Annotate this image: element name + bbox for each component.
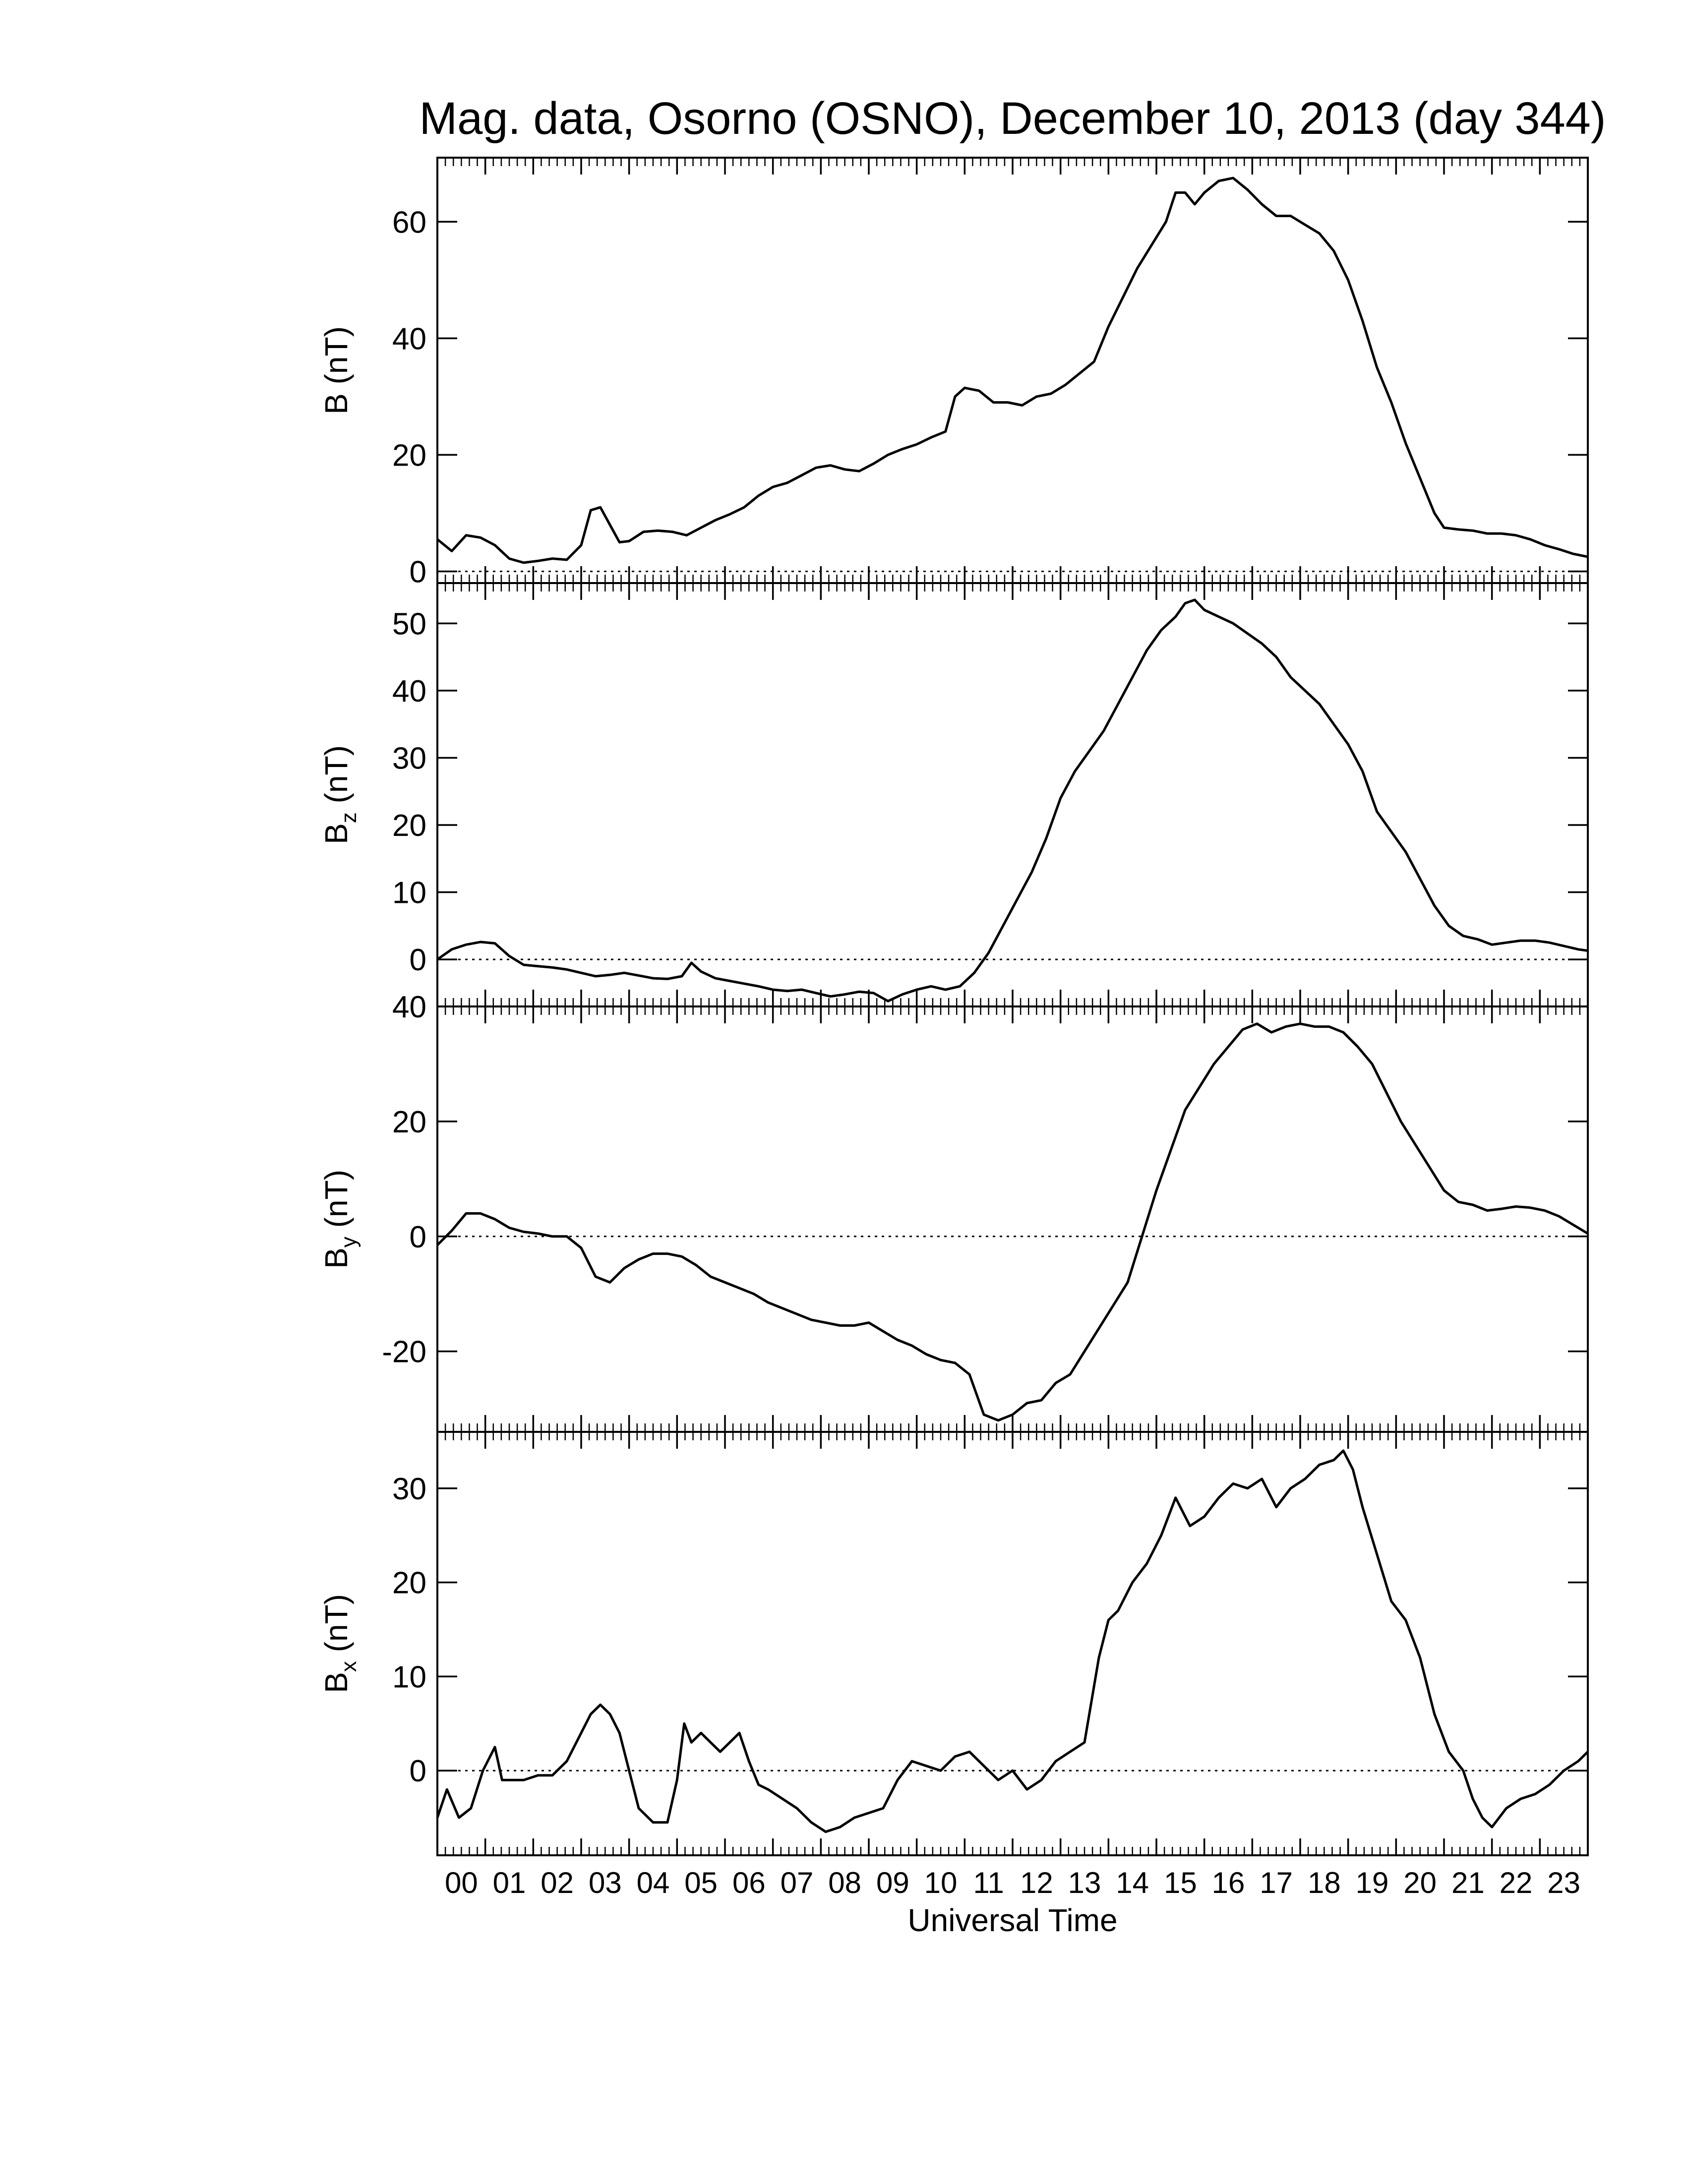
series-line-Bz (436, 598, 1588, 1003)
y-tick-label: 60 (392, 205, 426, 239)
x-axis-label: Universal Time (907, 1902, 1117, 1938)
x-tick-label: 00 (445, 1866, 478, 1899)
panel-frame (436, 1005, 1589, 1433)
x-tick-label: 21 (1451, 1866, 1485, 1899)
chart-title: Mag. data, Osorno (OSNO), December 10, 2… (419, 93, 1606, 144)
x-tick-label: 08 (828, 1866, 861, 1899)
x-tick-label: 01 (493, 1866, 526, 1899)
y-tick-label: 20 (392, 438, 426, 472)
y-tick-label: 0 (410, 555, 426, 589)
panels-layer: 0 20 40 60 B (nT) 0 10 20 30 40 50 Bz (nT) -20 0 20 40 B… (318, 157, 1589, 1856)
x-tick-label: 04 (637, 1866, 670, 1899)
x-tick-label: 13 (1068, 1866, 1101, 1899)
x-tick-label: 16 (1212, 1866, 1245, 1899)
panel-B: 0 20 40 60 B (nT) (318, 157, 1589, 589)
y-axis-label: B (nT) (318, 326, 354, 414)
x-tick-label: 09 (876, 1866, 909, 1899)
series-line-By (436, 1022, 1589, 1422)
x-tick-label: 11 (973, 1866, 1004, 1899)
y-tick-label: 0 (410, 943, 426, 977)
x-tick-label: 12 (1020, 1866, 1053, 1899)
y-tick-label: 20 (392, 809, 426, 843)
x-tick-label: 07 (781, 1866, 814, 1899)
y-tick-label: 30 (392, 1472, 426, 1506)
panel-frame (436, 582, 1589, 1007)
y-tick-label: 0 (410, 1220, 426, 1254)
x-tick-label: 19 (1356, 1866, 1389, 1899)
y-tick-label: -20 (382, 1335, 426, 1369)
x-tick-label: 23 (1547, 1866, 1580, 1899)
x-tick-label: 06 (732, 1866, 766, 1899)
x-tick-label: 03 (589, 1866, 622, 1899)
y-axis-label: By (nT) (318, 1170, 361, 1269)
x-tick-label: 18 (1308, 1866, 1341, 1899)
panel-Bz: 0 10 20 30 40 50 Bz (nT) (318, 582, 1589, 1007)
y-tick-label: 10 (392, 876, 426, 910)
y-tick-label: 40 (392, 674, 426, 708)
y-tick-label: 30 (392, 741, 426, 775)
y-tick-label: 0 (410, 1754, 426, 1788)
x-tick-labels: 00 01 02 03 04 05 06 07 08 09 10 11 12 13 14 15 16 17 18 19… (445, 1866, 1580, 1899)
x-tick-label: 05 (684, 1866, 718, 1899)
panel-Bx: 0 10 20 30 Bx (nT) (318, 1431, 1589, 1856)
x-tick-label: 22 (1500, 1866, 1533, 1899)
series-line-B (436, 177, 1588, 564)
y-tick-label: 20 (392, 1566, 426, 1600)
y-axis-label: Bx (nT) (318, 1594, 361, 1693)
y-tick-label: 40 (392, 322, 426, 356)
x-tick-label: 15 (1164, 1866, 1197, 1899)
x-tick-label: 20 (1403, 1866, 1437, 1899)
x-tick-label: 02 (541, 1866, 574, 1899)
x-tick-label: 17 (1260, 1866, 1293, 1899)
x-tick-label: 14 (1116, 1866, 1149, 1899)
panel-frame (436, 157, 1589, 584)
y-tick-label: 10 (392, 1660, 426, 1694)
y-axis-label: Bz (nT) (318, 745, 361, 844)
y-tick-label: 40 (392, 990, 426, 1024)
x-tick-label: 10 (924, 1866, 958, 1899)
y-tick-label: 50 (392, 607, 426, 641)
series-line-Bx (436, 1449, 1589, 1833)
y-tick-label: 20 (392, 1105, 426, 1139)
panel-By: -20 0 20 40 By (nT) (318, 990, 1589, 1433)
